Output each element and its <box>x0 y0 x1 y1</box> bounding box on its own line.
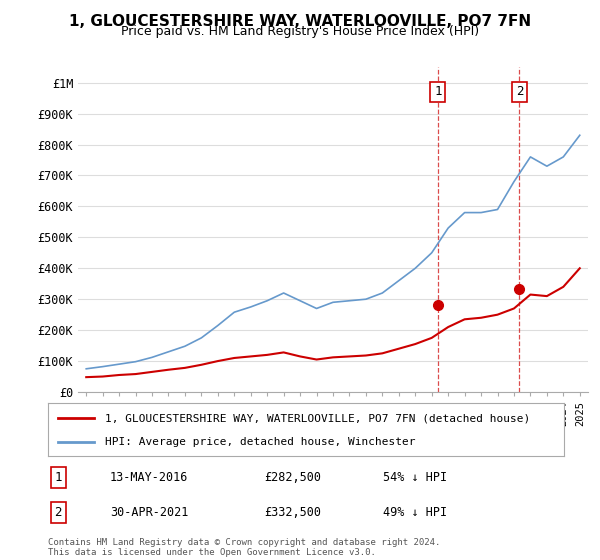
Text: £332,500: £332,500 <box>265 506 322 519</box>
Text: Contains HM Land Registry data © Crown copyright and database right 2024.
This d: Contains HM Land Registry data © Crown c… <box>48 538 440 557</box>
Text: 13-MAY-2016: 13-MAY-2016 <box>110 471 188 484</box>
Text: 54% ↓ HPI: 54% ↓ HPI <box>383 471 448 484</box>
Text: HPI: Average price, detached house, Winchester: HPI: Average price, detached house, Winc… <box>105 436 415 446</box>
Text: 1: 1 <box>55 471 62 484</box>
Text: 1, GLOUCESTERSHIRE WAY, WATERLOOVILLE, PO7 7FN (detached house): 1, GLOUCESTERSHIRE WAY, WATERLOOVILLE, P… <box>105 413 530 423</box>
Text: Price paid vs. HM Land Registry's House Price Index (HPI): Price paid vs. HM Land Registry's House … <box>121 25 479 38</box>
Text: 2: 2 <box>515 86 523 99</box>
Text: 1, GLOUCESTERSHIRE WAY, WATERLOOVILLE, PO7 7FN: 1, GLOUCESTERSHIRE WAY, WATERLOOVILLE, P… <box>69 14 531 29</box>
Text: 30-APR-2021: 30-APR-2021 <box>110 506 188 519</box>
Text: 1: 1 <box>434 86 442 99</box>
Text: 2: 2 <box>55 506 62 519</box>
Text: £282,500: £282,500 <box>265 471 322 484</box>
Text: 49% ↓ HPI: 49% ↓ HPI <box>383 506 448 519</box>
